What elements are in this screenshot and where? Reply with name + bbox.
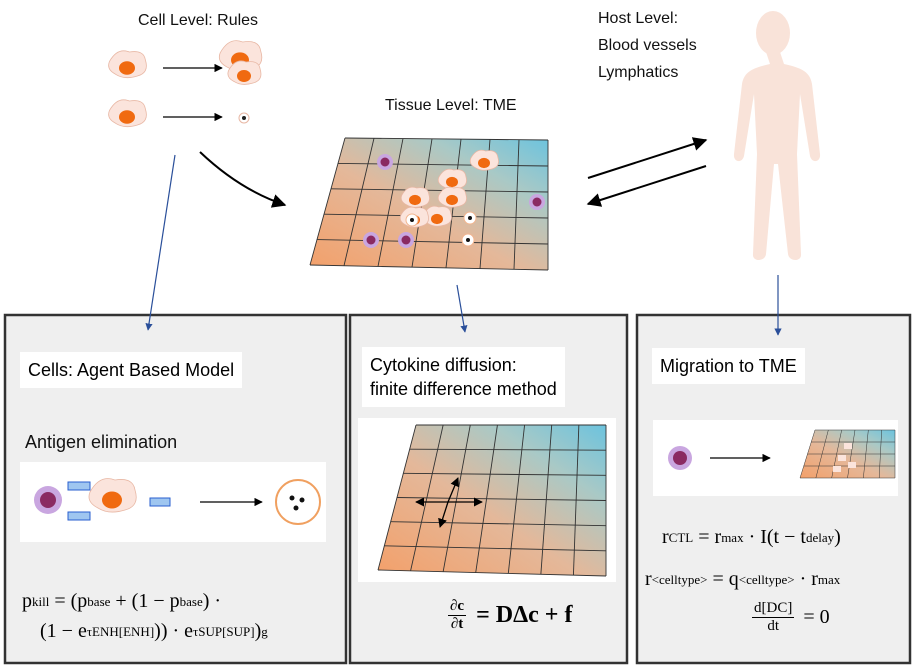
fraction-part: d[DC] [752, 600, 794, 618]
equation-part: ) · [203, 590, 221, 613]
equation-part: r [645, 568, 652, 591]
equation-part: p [22, 590, 32, 613]
receptor [150, 498, 170, 506]
equation-part: · r [795, 568, 818, 591]
small-cell [848, 462, 856, 468]
immune-nucleus [673, 451, 687, 465]
title-line: Cells: Agent Based Model [28, 358, 234, 382]
immune-nucleus [381, 158, 390, 167]
equation-part: g [261, 624, 268, 640]
nucleus [446, 177, 458, 187]
equation-part: ) [255, 620, 262, 643]
equation-part: r [662, 526, 669, 549]
equation-part: base [87, 594, 110, 610]
small-cell [844, 443, 852, 449]
small-cell [838, 455, 846, 461]
immune-nucleus [40, 492, 56, 508]
equation-part: max [721, 530, 743, 546]
immune-nucleus [367, 236, 376, 245]
equation-part: CTL [669, 530, 694, 546]
equation-part: + (1 − p [110, 590, 179, 613]
equation-part: (1 − e [40, 620, 87, 643]
title-line: Cytokine diffusion: [370, 353, 557, 377]
equation-part: ∂c∂t [448, 598, 466, 633]
receptor [68, 512, 90, 520]
equation-part: base [180, 594, 203, 610]
equation-part: <celltype> [739, 572, 795, 588]
equation-part: = 0 [798, 606, 829, 629]
tissue-level-title: Tissue Level: TME [385, 97, 517, 115]
equation-part: = q [707, 568, 738, 591]
grid [378, 425, 606, 576]
equation-part: )) · e [154, 620, 193, 643]
nucleus [237, 70, 251, 82]
fraction-part: dt [767, 618, 779, 635]
equation-part: · I(t − t [744, 526, 806, 549]
host-level-text: Host Level: [598, 10, 678, 28]
equation: ∂c∂t = DΔc + f [448, 598, 572, 633]
nucleus [409, 195, 421, 205]
panel-title: Migration to TME [652, 348, 805, 384]
equation-part: = (p [49, 590, 87, 613]
equation-part: kill [32, 594, 49, 610]
immune-nucleus [533, 198, 542, 207]
equation-part: ) [834, 526, 841, 549]
nucleus [119, 110, 135, 124]
equation-part: = r [693, 526, 721, 549]
dot [290, 496, 295, 501]
equation-part: τSUP[SUP] [193, 624, 255, 640]
nucleus [478, 158, 490, 168]
equation: d[DC]dt = 0 [752, 600, 830, 635]
debris [242, 116, 246, 120]
immune-nucleus [402, 236, 411, 245]
small-cell [833, 466, 841, 472]
equation-part: <celltype> [652, 572, 708, 588]
nucleus [446, 195, 458, 205]
panel-title: Cells: Agent Based Model [20, 352, 242, 388]
dot [294, 506, 299, 511]
equation-part: delay [806, 530, 834, 546]
fraction-part: ∂t [451, 616, 463, 633]
receptor [68, 482, 90, 490]
dot [468, 216, 472, 220]
panel-subtitle: Antigen elimination [25, 432, 177, 453]
host-level-text: Lymphatics [598, 64, 678, 82]
dot [466, 238, 470, 242]
dot [300, 498, 305, 503]
host-level-text: Blood vessels [598, 37, 697, 55]
grid [800, 430, 895, 478]
equation-part: d[DC]dt [752, 600, 794, 635]
diagram: Cell Level: Rules Tissue Level: TME Host L… [0, 0, 914, 668]
title-line: finite difference method [370, 377, 557, 401]
equation-part: = DΔc + f [470, 602, 572, 629]
nucleus [102, 492, 122, 509]
nucleus [119, 61, 135, 75]
equation-part: τENH[ENH] [87, 624, 154, 640]
grid [310, 138, 548, 270]
dot [410, 218, 414, 222]
grid-fill [378, 425, 606, 576]
fraction-part: ∂c [448, 598, 466, 616]
panel-title: Cytokine diffusion:finite difference met… [362, 347, 565, 407]
title-line: Migration to TME [660, 354, 797, 378]
human-figure [734, 11, 820, 260]
equation-part: max [818, 572, 840, 588]
nucleus [431, 214, 443, 224]
dead-cell [276, 480, 320, 524]
cell-level-title: Cell Level: Rules [138, 12, 258, 30]
